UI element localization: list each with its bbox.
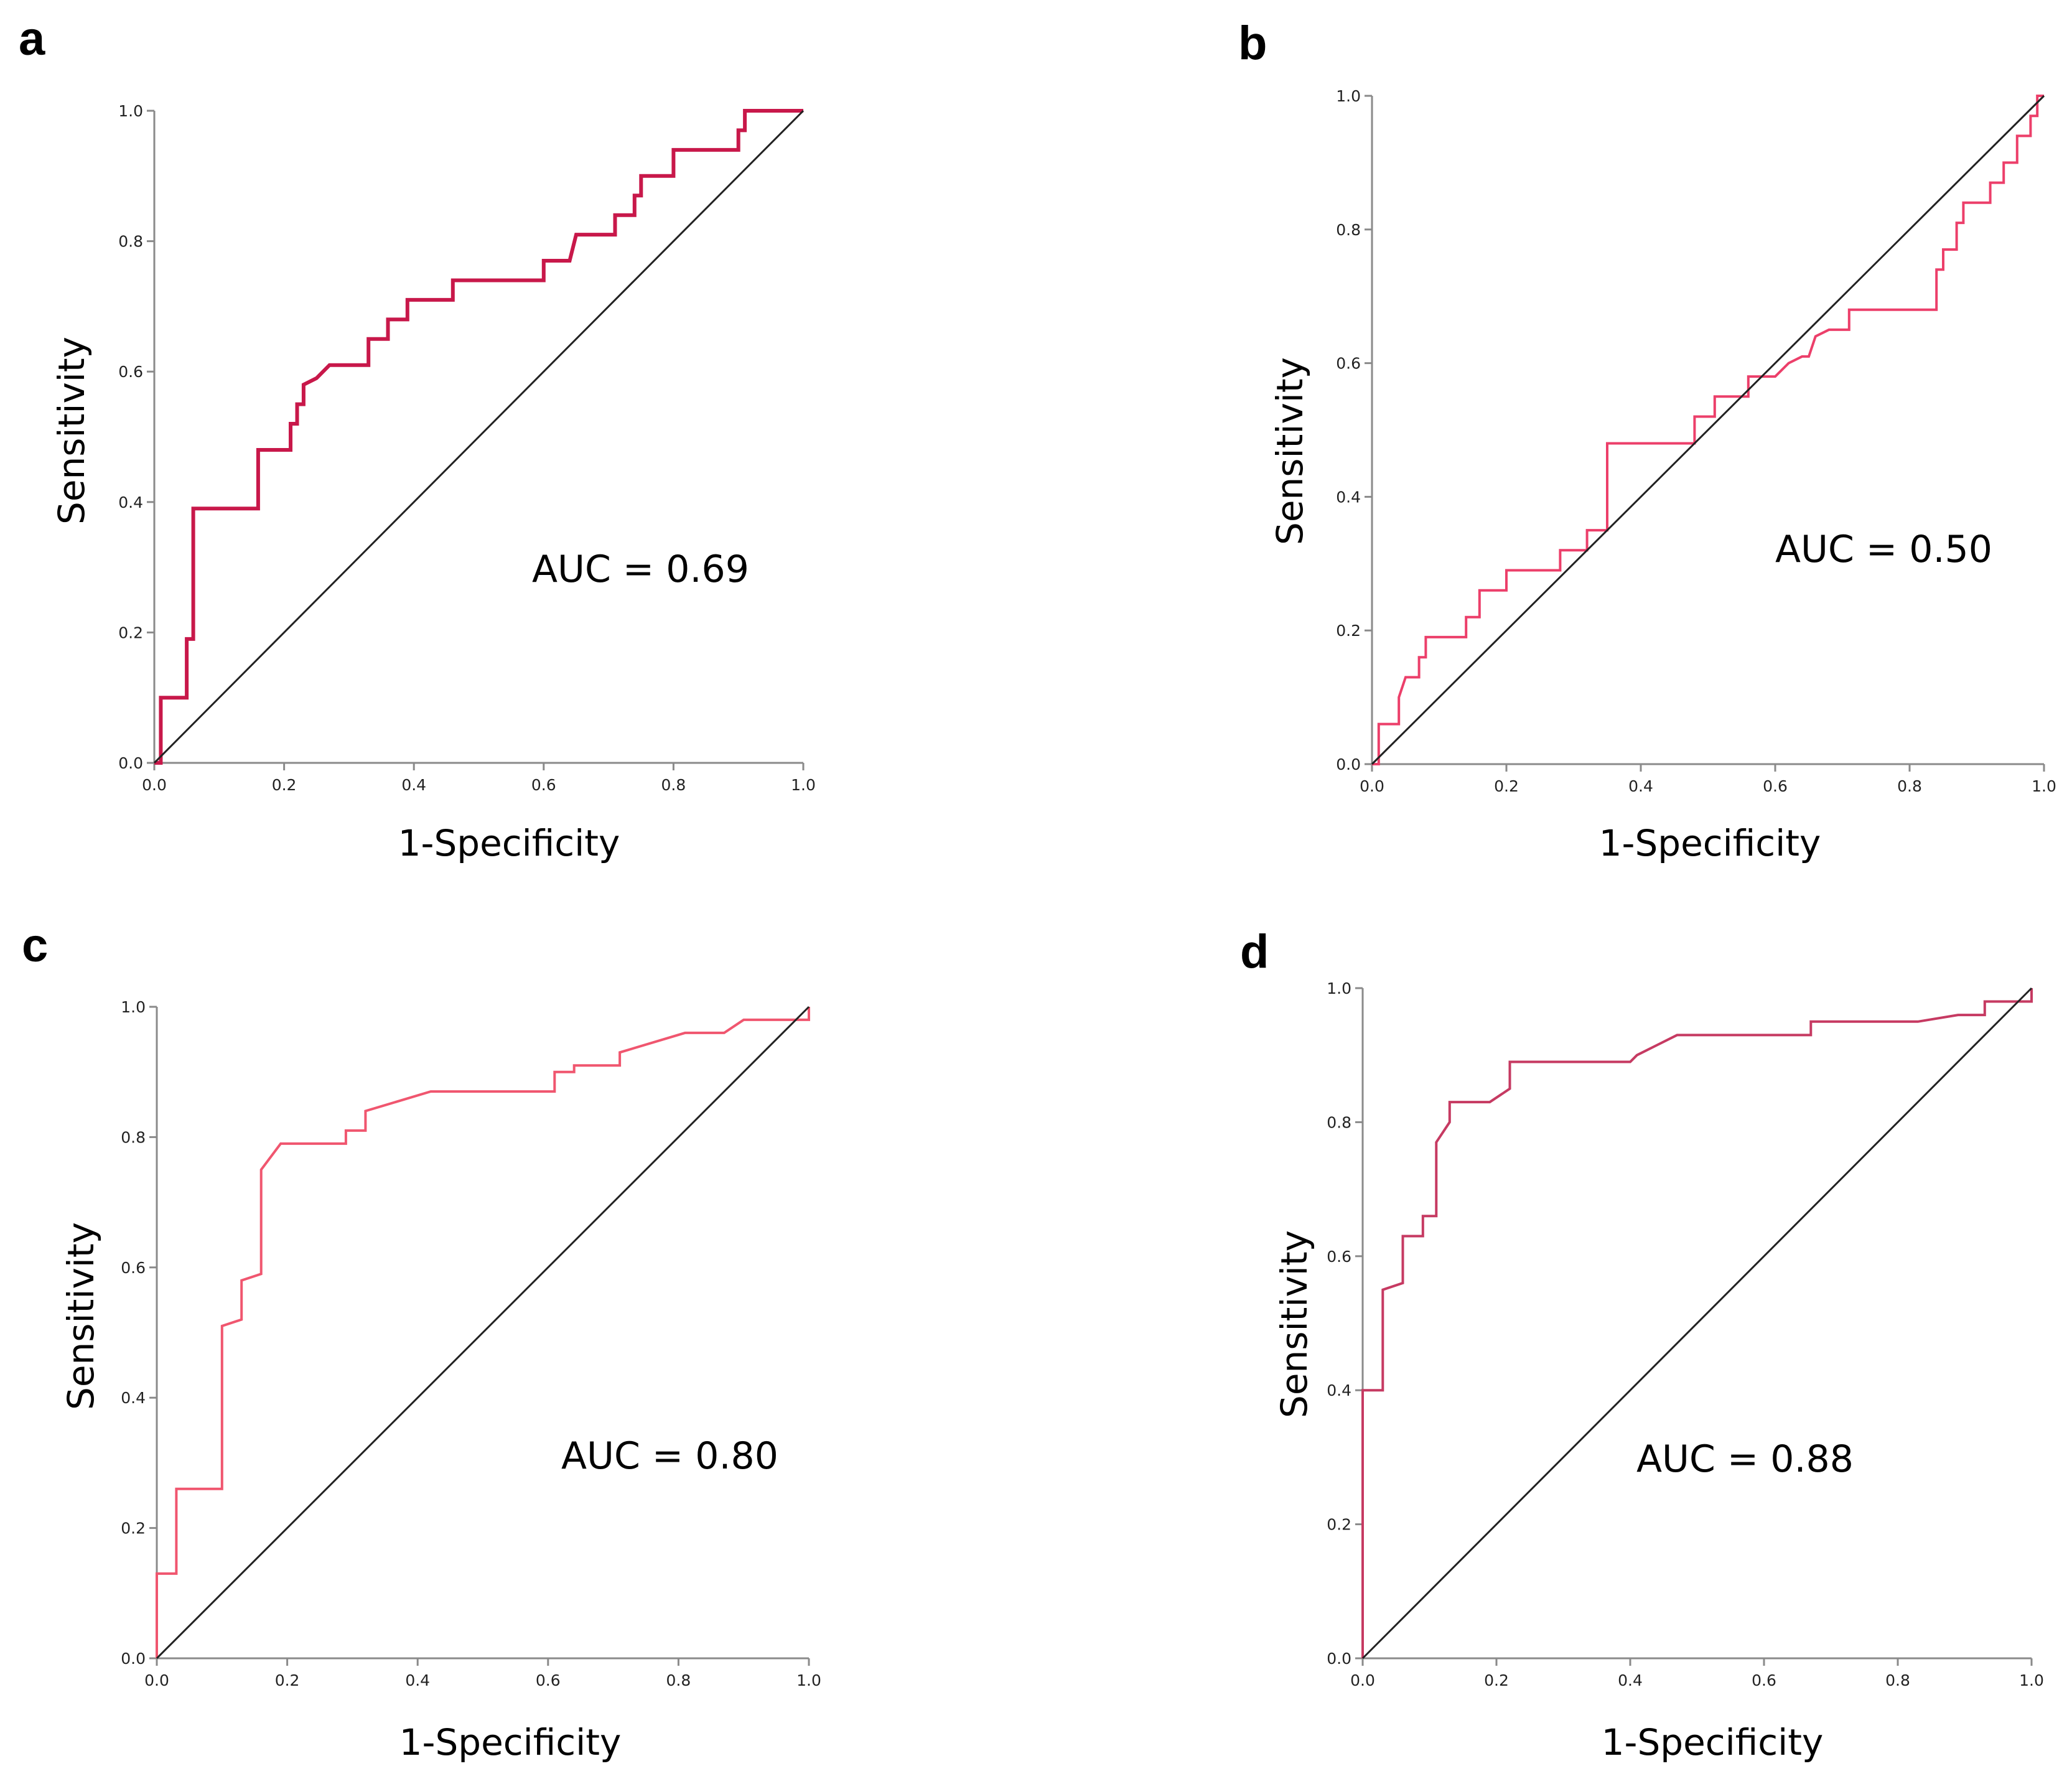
y-tick-label: 0.0 <box>1336 755 1361 773</box>
y-tick-label: 0.2 <box>1327 1516 1351 1534</box>
x-tick-label: 0.6 <box>1763 777 1788 795</box>
x-tick-label: 0.0 <box>144 1671 169 1689</box>
y-axis-label: Sensitivity <box>50 337 93 525</box>
reference-line <box>153 110 805 764</box>
x-tick-label: 0.0 <box>142 776 167 794</box>
x-tick-label: 0.4 <box>401 776 426 794</box>
y-tick-label: 0.2 <box>1336 622 1361 640</box>
x-tick-label: 0.8 <box>1897 777 1922 795</box>
x-tick-label: 0.8 <box>661 776 686 794</box>
y-tick-label: 0.8 <box>1327 1113 1351 1131</box>
y-tick-label: 0.6 <box>118 363 143 381</box>
x-axis-label: 1-Specificity <box>1602 1721 1824 1763</box>
x-tick-label: 0.2 <box>272 776 297 794</box>
y-tick-label: 0.4 <box>1336 488 1361 506</box>
y-axis-label: Sensitivity <box>1273 1230 1315 1418</box>
roc-curve <box>156 1007 810 1658</box>
x-tick-label: 0.8 <box>1885 1671 1910 1689</box>
y-tick-label: 0.4 <box>1327 1381 1351 1399</box>
x-tick-label: 1.0 <box>2032 777 2056 795</box>
x-tick-label: 1.0 <box>2019 1671 2044 1689</box>
x-tick-label: 0.2 <box>1484 1671 1509 1689</box>
y-tick-label: 1.0 <box>1327 979 1351 997</box>
x-tick-label: 0.2 <box>1494 777 1519 795</box>
y-tick-label: 0.0 <box>121 1650 146 1668</box>
y-tick-label: 0.6 <box>1336 355 1361 373</box>
panel-letter: c <box>22 919 48 972</box>
y-tick-label: 1.0 <box>1336 87 1361 105</box>
y-tick-label: 0.4 <box>118 493 143 511</box>
x-axis-label: 1-Specificity <box>398 822 620 864</box>
x-tick-label: 0.8 <box>666 1671 691 1689</box>
y-axis-label: Sensitivity <box>1269 357 1311 545</box>
y-tick-label: 0.4 <box>121 1389 146 1407</box>
roc-curve <box>1361 988 2033 1658</box>
panel-d: d 0.0 0.2 0.4 0.6 0.8 1.0 0.0 0.2 0.4 0.6 0.8 1.0 1-S… <box>1240 925 2044 1763</box>
x-tick-label: 0.6 <box>531 776 556 794</box>
x-tick-label: 1.0 <box>791 776 816 794</box>
x-axis-label: 1-Specificity <box>399 1721 622 1763</box>
reference-line <box>1361 987 2033 1660</box>
x-tick-label: 0.0 <box>1360 777 1384 795</box>
y-tick-label: 0.6 <box>121 1259 146 1277</box>
x-tick-label: 0.2 <box>275 1671 300 1689</box>
y-tick-label: 0.0 <box>118 754 143 772</box>
auc-annotation: AUC = 0.69 <box>532 548 749 591</box>
x-tick-label: 0.4 <box>1628 777 1653 795</box>
auc-annotation: AUC = 0.88 <box>1636 1437 1854 1481</box>
x-tick-label: 0.4 <box>405 1671 430 1689</box>
x-tick-label: 0.6 <box>536 1671 561 1689</box>
x-tick-label: 0.6 <box>1752 1671 1776 1689</box>
y-tick-label: 1.0 <box>121 998 146 1016</box>
y-axis-label: Sensitivity <box>60 1222 102 1410</box>
x-tick-label: 1.0 <box>796 1671 821 1689</box>
y-tick-label: 0.0 <box>1327 1650 1351 1668</box>
roc-curve <box>154 109 803 765</box>
y-tick-label: 0.8 <box>1336 221 1361 239</box>
panel-c: c 0.0 0.2 0.4 0.6 0.8 1.0 0.0 0.2 0.4 0.6 0.8 1.0 1-S… <box>22 919 821 1763</box>
y-tick-label: 0.2 <box>118 623 143 642</box>
auc-annotation: AUC = 0.50 <box>1775 528 1992 571</box>
panel-letter: d <box>1240 925 1269 978</box>
reference-line <box>1371 95 2045 765</box>
x-tick-label: 0.4 <box>1618 1671 1643 1689</box>
panel-letter: a <box>19 12 45 65</box>
panel-a: a 0.0 0.2 0.4 0.6 0.8 1.0 0.0 0.2 0.4 0.6 0.8 1.0 1-S… <box>19 12 816 864</box>
x-axis-label: 1-Specificity <box>1599 822 1821 864</box>
panel-letter: b <box>1238 17 1267 70</box>
y-tick-label: 0.6 <box>1327 1248 1351 1266</box>
y-tick-label: 0.2 <box>121 1520 146 1538</box>
reference-line <box>156 1006 810 1660</box>
roc-curve <box>1372 95 2044 765</box>
panel-b: b 0.0 0.2 0.4 0.6 0.8 1.0 0.0 0.2 0.4 0.6 0.8 1.0 1-S… <box>1238 17 2056 864</box>
y-tick-label: 1.0 <box>118 102 143 120</box>
y-tick-label: 0.8 <box>121 1128 146 1146</box>
auc-annotation: AUC = 0.80 <box>561 1434 778 1478</box>
x-tick-label: 0.0 <box>1350 1671 1375 1689</box>
y-tick-label: 0.8 <box>118 233 143 251</box>
